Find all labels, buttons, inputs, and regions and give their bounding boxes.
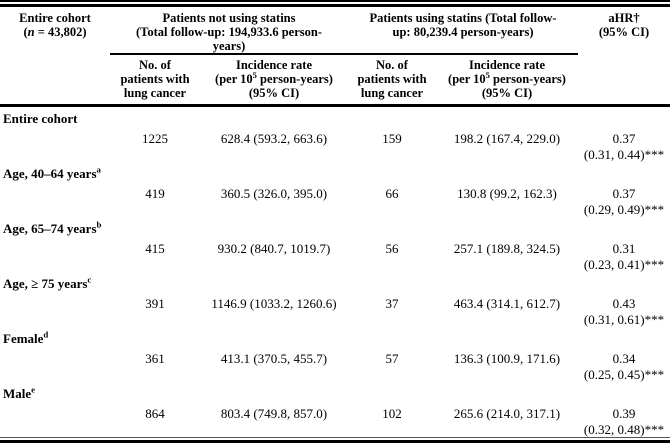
- superscript-5: 5: [252, 69, 257, 80]
- footnote-marker: c: [87, 274, 92, 285]
- ahr-value: 0.39 (0.32, 0.48)***: [578, 404, 670, 438]
- table-header: Entire cohort (n = 43,802) Patients not …: [0, 7, 670, 104]
- table-bottom-rule-thick: [0, 440, 670, 443]
- ahr-confidence-interval: (0.23, 0.41)***: [583, 257, 665, 272]
- table-top-rule-gap: [0, 2, 670, 4]
- no-statin-incidence: 1146.9 (1033.2, 1260.6): [211, 296, 337, 311]
- statin-incidence: 463.4 (314.1, 612.7): [453, 296, 561, 311]
- no-statin-incidence: 803.4 (749.8, 857.0): [220, 406, 328, 421]
- ahr-point-estimate: 0.39: [612, 406, 636, 421]
- table-bottom-rule-gap: [0, 438, 670, 440]
- statin-incidence: 257.1 (189.8, 324.5): [453, 241, 561, 256]
- header-group-no-statins: Patients not using statins (Total follow…: [135, 11, 322, 53]
- n-italic: n: [27, 25, 35, 39]
- table-bottom-rule-thin: [0, 437, 670, 438]
- row-label: Malee: [3, 384, 36, 401]
- no-statin-count: 1225: [142, 131, 168, 146]
- statin-incidence: 265.6 (214.0, 317.1): [453, 406, 561, 421]
- header-bottom-rule: [0, 104, 670, 107]
- row-values: 391 1146.9 (1033.2, 1260.6) 37 463.4 (31…: [0, 294, 670, 328]
- row-values: 415 930.2 (840.7, 1019.7) 56 257.1 (189.…: [0, 239, 670, 273]
- table-row-female: Femaled 361 413.1 (370.5, 455.7) 57 136.…: [0, 327, 670, 382]
- table-top-rule-thick: [0, 4, 670, 7]
- no-statin-incidence: 628.4 (593.2, 663.6): [220, 131, 328, 146]
- superscript-5: 5: [485, 69, 490, 80]
- ahr-confidence-interval: (0.31, 0.44)***: [583, 147, 665, 162]
- subheader-count-statins: No. of patients with lung cancer: [357, 58, 427, 100]
- ahr-value: 0.43 (0.31, 0.61)***: [578, 294, 670, 328]
- footnote-marker: a: [96, 164, 101, 175]
- statin-incidence: 198.2 (167.4, 229.0): [453, 131, 561, 146]
- ahr-point-estimate: 0.43: [612, 296, 636, 311]
- no-statin-count: 391: [145, 296, 165, 311]
- table-row-age-75-plus: Age, ≥ 75 yearsc 391 1146.9 (1033.2, 126…: [0, 272, 670, 327]
- header-entire-cohort: Entire cohort (n = 43,802): [0, 7, 110, 53]
- header-entire-cohort-line2: (n = 43,802): [23, 25, 87, 39]
- ahr-value: 0.37 (0.31, 0.44)***: [578, 129, 670, 163]
- row-values: 864 803.4 (749.8, 857.0) 102 265.6 (214.…: [0, 404, 670, 438]
- statin-count: 37: [385, 296, 399, 311]
- row-label: Femaled: [3, 329, 49, 346]
- table-top-rule-thin: [0, 0, 670, 2]
- group-header-underline: [110, 53, 578, 55]
- table-row-age-40-64: Age, 40–64 yearsa 419 360.5 (326.0, 395.…: [0, 162, 670, 217]
- no-statin-count: 361: [145, 351, 165, 366]
- ahr-value: 0.34 (0.25, 0.45)***: [578, 349, 670, 383]
- ahr-value: 0.31 (0.23, 0.41)***: [578, 239, 670, 273]
- row-values: 419 360.5 (326.0, 395.0) 66 130.8 (99.2,…: [0, 184, 670, 218]
- ahr-point-estimate: 0.37: [612, 186, 636, 201]
- ahr-confidence-interval: (0.29, 0.49)***: [583, 202, 665, 217]
- header-group-statins: Patients using statins (Total follow- up…: [369, 11, 557, 39]
- row-label: Age, 65–74 yearsb: [3, 219, 102, 236]
- statin-count: 56: [385, 241, 399, 256]
- subheader-incidence-statins: Incidence rate (per 105 person-years) (9…: [448, 58, 566, 100]
- ahr-confidence-interval: (0.32, 0.48)***: [583, 422, 665, 437]
- statin-count: 102: [382, 406, 402, 421]
- header-ahr: aHR† (95% CI): [598, 11, 650, 39]
- no-statin-incidence: 413.1 (370.5, 455.7): [220, 351, 328, 366]
- no-statin-count: 864: [145, 406, 165, 421]
- footnote-marker: e: [31, 384, 36, 395]
- table-row-male: Malee 864 803.4 (749.8, 857.0) 102 265.6…: [0, 382, 670, 437]
- footnote-marker: d: [43, 329, 49, 340]
- ahr-value: 0.37 (0.29, 0.49)***: [578, 184, 670, 218]
- statin-incidence: 136.3 (100.9, 171.6): [453, 351, 561, 366]
- row-label: Age, ≥ 75 yearsc: [3, 274, 92, 291]
- ahr-confidence-interval: (0.25, 0.45)***: [583, 367, 665, 382]
- header-entire-cohort-line1: Entire cohort: [19, 11, 91, 25]
- row-values: 361 413.1 (370.5, 455.7) 57 136.3 (100.9…: [0, 349, 670, 383]
- row-label: Entire cohort: [3, 111, 78, 126]
- no-statin-count: 419: [145, 186, 165, 201]
- table-row-age-65-74: Age, 65–74 yearsb 415 930.2 (840.7, 1019…: [0, 217, 670, 272]
- subheader-incidence-no-statins: Incidence rate (per 105 person-years) (9…: [215, 58, 333, 100]
- footnote-marker: b: [96, 219, 102, 230]
- no-statin-incidence: 360.5 (326.0, 395.0): [220, 186, 328, 201]
- ahr-point-estimate: 0.34: [612, 351, 636, 366]
- table-body: Entire cohort 1225 628.4 (593.2, 663.6) …: [0, 107, 670, 437]
- ahr-point-estimate: 0.37: [612, 131, 636, 146]
- statin-incidence: 130.8 (99.2, 162.3): [457, 186, 557, 201]
- ahr-confidence-interval: (0.31, 0.61)***: [583, 312, 665, 327]
- statin-count: 57: [385, 351, 399, 366]
- no-statin-count: 415: [145, 241, 165, 256]
- subheader-count-no-statins: No. of patients with lung cancer: [120, 58, 190, 100]
- statin-count: 159: [382, 131, 402, 146]
- row-values: 1225 628.4 (593.2, 663.6) 159 198.2 (167…: [0, 129, 670, 163]
- ahr-point-estimate: 0.31: [612, 241, 636, 256]
- row-label: Age, 40–64 yearsa: [3, 164, 101, 181]
- statin-count: 66: [385, 186, 399, 201]
- no-statin-incidence: 930.2 (840.7, 1019.7): [217, 241, 331, 256]
- table-row-entire-cohort: Entire cohort 1225 628.4 (593.2, 663.6) …: [0, 107, 670, 162]
